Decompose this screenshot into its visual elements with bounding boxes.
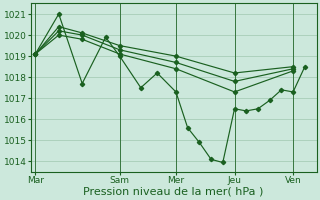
X-axis label: Pression niveau de la mer( hPa ): Pression niveau de la mer( hPa ) — [84, 187, 264, 197]
